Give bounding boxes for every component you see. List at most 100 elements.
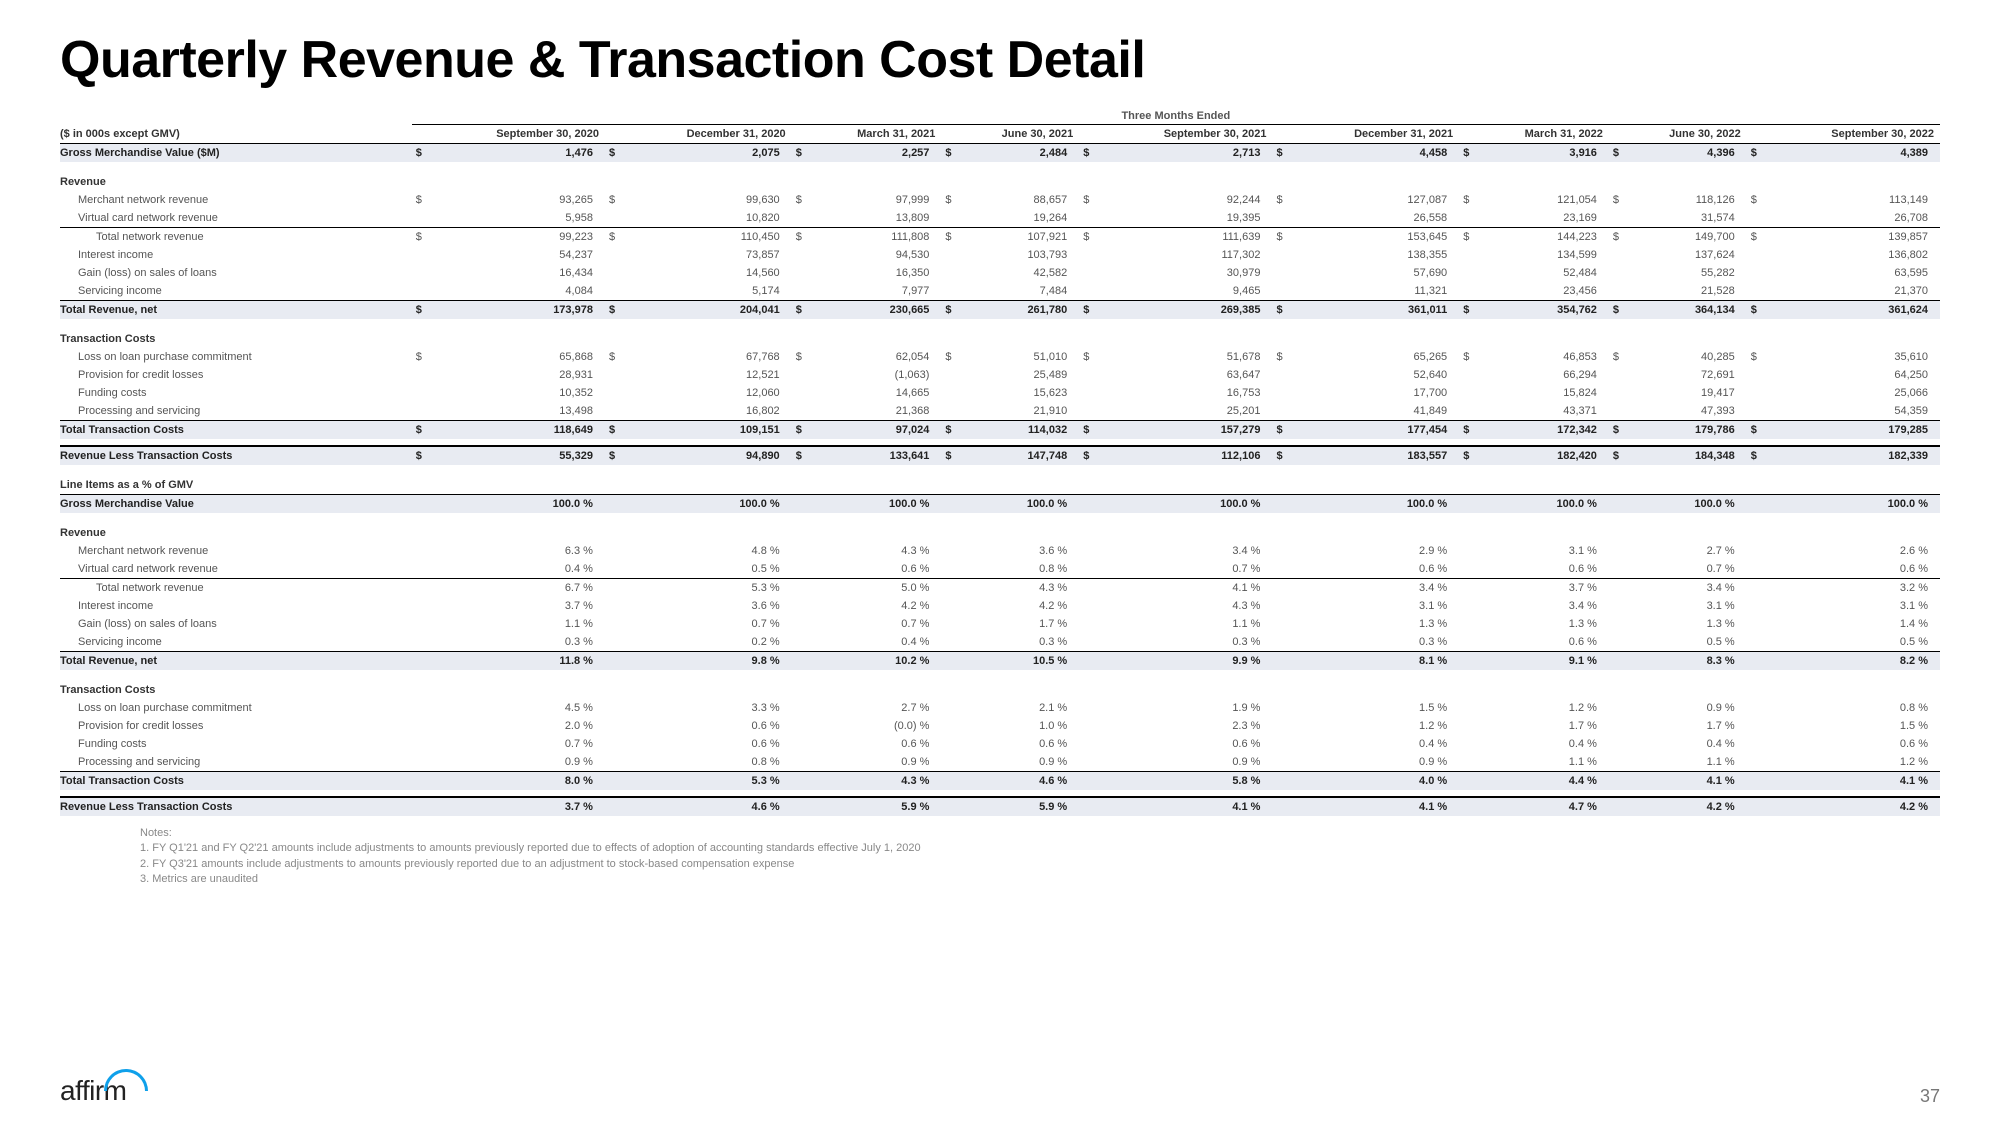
cell-value: 133,641 — [806, 446, 942, 465]
cell-value: 0.6 % — [1473, 633, 1609, 652]
cell-value: 3.4 % — [1473, 597, 1609, 615]
row-label: Loss on loan purchase commitment — [60, 699, 412, 717]
cell-value: 100.0 % — [1761, 495, 1940, 514]
cell-value: 52,640 — [1286, 366, 1459, 384]
cell-value: 19,395 — [1093, 209, 1272, 228]
row-label: Transaction Costs — [60, 325, 412, 348]
row-label: Processing and servicing — [60, 753, 412, 772]
cell-value: 63,595 — [1761, 264, 1940, 282]
cell-value: 1.5 % — [1761, 717, 1940, 735]
row-label: Interest income — [60, 246, 412, 264]
cell-value: 2.7 % — [806, 699, 942, 717]
cell-value: 100.0 % — [1623, 495, 1747, 514]
affirm-logo: affirm — [60, 1075, 127, 1107]
cell-value: 269,385 — [1093, 301, 1272, 320]
cell-value: 26,558 — [1286, 209, 1459, 228]
cell-value: 40,285 — [1623, 348, 1747, 366]
cell-value: 23,456 — [1473, 282, 1609, 301]
cell-value: 10.2 % — [806, 652, 942, 671]
cell-value: 109,151 — [619, 421, 792, 440]
cell-value: 5,958 — [426, 209, 605, 228]
row-label: Transaction Costs — [60, 676, 412, 699]
cell-value: 66,294 — [1473, 366, 1609, 384]
cell-value: 4.5 % — [426, 699, 605, 717]
col-header: September 30, 2020 — [412, 125, 605, 144]
cell-value: 4,084 — [426, 282, 605, 301]
cell-value: 182,339 — [1761, 446, 1940, 465]
cell-value: 43,371 — [1473, 402, 1609, 421]
cell-value: 1.2 % — [1473, 699, 1609, 717]
cell-value: 184,348 — [1623, 446, 1747, 465]
cell-value: 364,134 — [1623, 301, 1747, 320]
cell-value: 0.3 % — [1093, 633, 1272, 652]
cell-value: 354,762 — [1473, 301, 1609, 320]
cell-value: 4.1 % — [1093, 579, 1272, 598]
row-label: Total Revenue, net — [60, 301, 412, 320]
column-header-row: ($ in 000s except GMV) September 30, 202… — [60, 125, 1940, 144]
row-label: Total Transaction Costs — [60, 772, 412, 791]
cell-value: 13,498 — [426, 402, 605, 421]
cell-value: 100.0 % — [426, 495, 605, 514]
cell-value: 4.1 % — [1623, 772, 1747, 791]
cell-value: 13,809 — [806, 209, 942, 228]
col-header: September 30, 2021 — [1079, 125, 1272, 144]
notes-block: Notes: 1. FY Q1'21 and FY Q2'21 amounts … — [60, 826, 1940, 888]
cell-value: 4.3 % — [806, 772, 942, 791]
cell-value: 6.3 % — [426, 542, 605, 560]
cell-value: 138,355 — [1286, 246, 1459, 264]
col-header: June 30, 2022 — [1609, 125, 1747, 144]
cell-value: 4.3 % — [1093, 597, 1272, 615]
cell-value: 4.3 % — [806, 542, 942, 560]
cell-value: 0.6 % — [1473, 560, 1609, 579]
cell-value: 4.8 % — [619, 542, 792, 560]
cell-value: 57,690 — [1286, 264, 1459, 282]
row-label: Total Transaction Costs — [60, 421, 412, 440]
cell-value: 4,389 — [1761, 144, 1940, 163]
row-label: Total Revenue, net — [60, 652, 412, 671]
cell-value: 9.8 % — [619, 652, 792, 671]
cell-value: 3.4 % — [1623, 579, 1747, 598]
cell-value: 3.6 % — [619, 597, 792, 615]
cell-value: 21,370 — [1761, 282, 1940, 301]
table-row: Interest income54,23773,85794,530103,793… — [60, 246, 1940, 264]
cell-value: 3.4 % — [1093, 542, 1272, 560]
cell-value: 10,352 — [426, 384, 605, 402]
cell-value: 230,665 — [806, 301, 942, 320]
table-row: Servicing income4,0845,1747,9777,4849,46… — [60, 282, 1940, 301]
financial-table: Three Months Ended ($ in 000s except GMV… — [60, 108, 1940, 816]
cell-value: 4.1 % — [1286, 797, 1459, 816]
cell-value: 183,557 — [1286, 446, 1459, 465]
table-row: Revenue — [60, 168, 1940, 191]
cell-value: 93,265 — [426, 191, 605, 209]
cell-value: 1.5 % — [1286, 699, 1459, 717]
cell-value: 1.1 % — [1473, 753, 1609, 772]
cell-value: 100.0 % — [1473, 495, 1609, 514]
cell-value: 8.3 % — [1623, 652, 1747, 671]
cell-value: 5.3 % — [619, 772, 792, 791]
cell-value: 5.9 % — [955, 797, 1079, 816]
table-row: Gain (loss) on sales of loans16,43414,56… — [60, 264, 1940, 282]
cell-value: 147,748 — [955, 446, 1079, 465]
cell-value: 54,359 — [1761, 402, 1940, 421]
row-label: Virtual card network revenue — [60, 209, 412, 228]
cell-value: 0.9 % — [426, 753, 605, 772]
table-row: Line Items as a % of GMV — [60, 471, 1940, 495]
cell-value: 65,868 — [426, 348, 605, 366]
row-label: Line Items as a % of GMV — [60, 471, 412, 495]
cell-value: 1.1 % — [1623, 753, 1747, 772]
row-label: Virtual card network revenue — [60, 560, 412, 579]
cell-value: 100.0 % — [1286, 495, 1459, 514]
cell-value: 2.9 % — [1286, 542, 1459, 560]
col-header: March 31, 2021 — [792, 125, 942, 144]
cell-value: 8.2 % — [1761, 652, 1940, 671]
cell-value: 21,528 — [1623, 282, 1747, 301]
cell-value: 65,265 — [1286, 348, 1459, 366]
table-row: Servicing income0.3 %0.2 %0.4 %0.3 %0.3 … — [60, 633, 1940, 652]
row-label: Gain (loss) on sales of loans — [60, 264, 412, 282]
cell-value: 4.2 % — [1761, 797, 1940, 816]
cell-value: 46,853 — [1473, 348, 1609, 366]
table-row: Loss on loan purchase commitment$65,868$… — [60, 348, 1940, 366]
cell-value: 12,060 — [619, 384, 792, 402]
cell-value: (1,063) — [806, 366, 942, 384]
cell-value: 31,574 — [1623, 209, 1747, 228]
